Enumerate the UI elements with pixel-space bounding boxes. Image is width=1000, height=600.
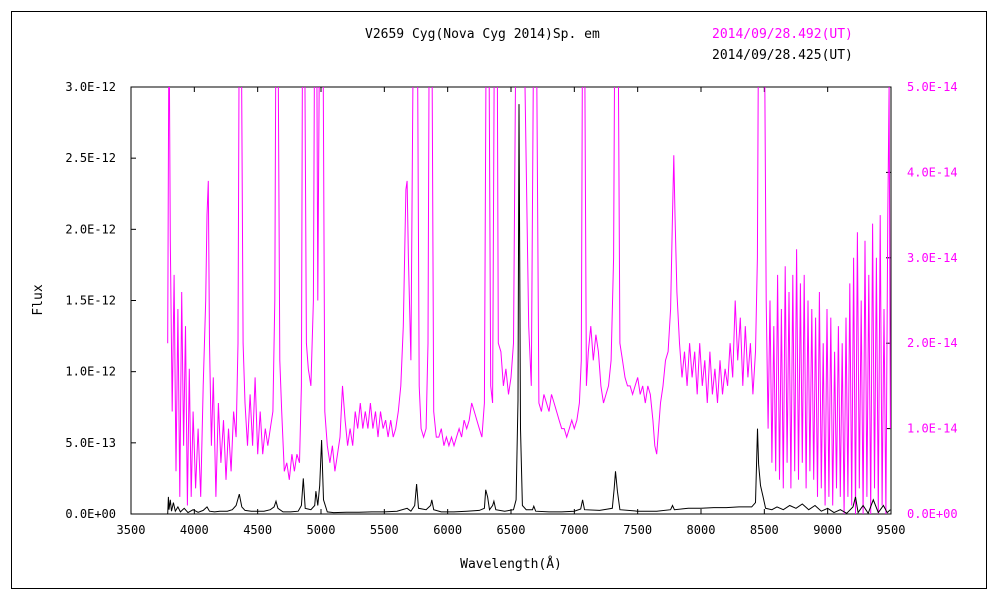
x-tick-label: 4000 bbox=[180, 523, 209, 537]
y-right-tick-label: 4.0E-14 bbox=[907, 165, 958, 179]
x-axis: 3500 4000 4500 5000 5500 6000 6500 7000 7500 8000… bbox=[117, 87, 906, 537]
y-right-tick-label: 5.0E-14 bbox=[907, 80, 958, 94]
y-axis-right: 0.0E+00 1.0E-14 2.0E-14 3.0E-14 4.0E-14 5.0E-… bbox=[886, 80, 958, 521]
y-right-tick-label: 0.0E+00 bbox=[907, 507, 958, 521]
x-tick-label: 5500 bbox=[370, 523, 399, 537]
y-right-tick-label: 1.0E-14 bbox=[907, 422, 958, 436]
y-left-tick-label: 0.0E+00 bbox=[65, 507, 116, 521]
chart-title: V2659 Cyg(Nova Cyg 2014)Sp. em bbox=[365, 27, 600, 42]
x-tick-label: 6500 bbox=[497, 523, 526, 537]
y-left-tick-label: 1.5E-12 bbox=[65, 294, 116, 308]
legend-entry-black: 2014/09/28.425(UT) bbox=[712, 48, 853, 63]
y-left-tick-label: 3.0E-12 bbox=[65, 80, 116, 94]
series-line-black bbox=[167, 104, 891, 514]
y-right-tick-label: 3.0E-14 bbox=[907, 251, 958, 265]
x-tick-label: 8000 bbox=[687, 523, 716, 537]
x-tick-label: 7500 bbox=[623, 523, 652, 537]
x-tick-label: 9000 bbox=[813, 523, 842, 537]
y-left-tick-label: 5.0E-13 bbox=[65, 436, 116, 450]
y-left-tick-label: 2.0E-12 bbox=[65, 222, 116, 236]
y-axis-label: Flux bbox=[31, 284, 46, 315]
y-right-tick-label: 2.0E-14 bbox=[907, 336, 958, 350]
x-tick-label: 6000 bbox=[433, 523, 462, 537]
x-axis-label: Wavelength(Å) bbox=[460, 556, 562, 572]
x-tick-label: 7000 bbox=[560, 523, 589, 537]
series-line-magenta bbox=[167, 87, 891, 514]
x-tick-label: 3500 bbox=[117, 523, 146, 537]
y-left-tick-label: 2.5E-12 bbox=[65, 151, 116, 165]
x-tick-label: 4500 bbox=[243, 523, 272, 537]
x-tick-label: 9500 bbox=[877, 523, 906, 537]
chart-frame bbox=[11, 11, 987, 589]
y-axis-left: 0.0E+00 5.0E-13 1.0E-12 1.5E-12 2.0E-12 2.5E-… bbox=[65, 80, 136, 521]
x-tick-label: 8500 bbox=[750, 523, 779, 537]
y-left-tick-label: 1.0E-12 bbox=[65, 365, 116, 379]
legend-entry-magenta: 2014/09/28.492(UT) bbox=[712, 27, 853, 42]
x-tick-label: 5000 bbox=[307, 523, 336, 537]
